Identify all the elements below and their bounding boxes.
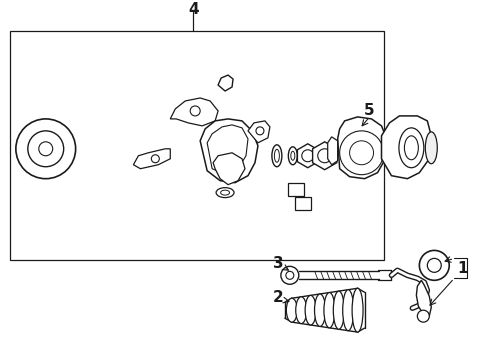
Circle shape <box>28 131 64 167</box>
Polygon shape <box>218 75 233 91</box>
Ellipse shape <box>305 296 316 325</box>
Polygon shape <box>313 142 337 170</box>
Circle shape <box>39 142 53 156</box>
Ellipse shape <box>315 294 325 327</box>
Text: 2: 2 <box>272 290 283 305</box>
Text: 1: 1 <box>457 261 467 276</box>
Bar <box>10 31 385 260</box>
Ellipse shape <box>216 188 234 198</box>
Ellipse shape <box>272 145 282 167</box>
Circle shape <box>419 251 449 280</box>
Polygon shape <box>248 121 270 143</box>
Polygon shape <box>328 137 338 165</box>
Ellipse shape <box>425 132 437 164</box>
Text: 4: 4 <box>188 2 198 17</box>
Circle shape <box>281 266 299 284</box>
Ellipse shape <box>352 288 363 332</box>
Ellipse shape <box>286 298 297 322</box>
Ellipse shape <box>220 190 229 195</box>
Circle shape <box>427 258 441 272</box>
Text: 3: 3 <box>272 256 283 271</box>
Polygon shape <box>171 98 218 126</box>
Circle shape <box>190 106 200 116</box>
Bar <box>295 197 311 210</box>
Circle shape <box>340 131 384 175</box>
Ellipse shape <box>296 297 307 324</box>
Circle shape <box>302 150 314 162</box>
Polygon shape <box>382 116 431 179</box>
Ellipse shape <box>288 147 297 165</box>
Circle shape <box>286 271 294 279</box>
Ellipse shape <box>333 291 344 329</box>
Polygon shape <box>416 280 431 316</box>
Ellipse shape <box>274 149 279 162</box>
Circle shape <box>256 127 264 135</box>
Circle shape <box>16 119 75 179</box>
Ellipse shape <box>324 293 335 328</box>
Ellipse shape <box>291 151 295 160</box>
Polygon shape <box>338 117 388 179</box>
Bar <box>288 183 304 195</box>
Circle shape <box>151 155 159 163</box>
Circle shape <box>417 310 429 322</box>
Polygon shape <box>207 125 248 175</box>
Ellipse shape <box>343 290 354 331</box>
Text: 5: 5 <box>364 103 375 118</box>
Circle shape <box>349 141 373 165</box>
Polygon shape <box>200 119 258 183</box>
Ellipse shape <box>404 136 418 160</box>
Polygon shape <box>133 149 171 169</box>
Ellipse shape <box>399 128 424 168</box>
Circle shape <box>318 149 332 163</box>
Polygon shape <box>213 153 245 185</box>
Polygon shape <box>297 144 318 168</box>
